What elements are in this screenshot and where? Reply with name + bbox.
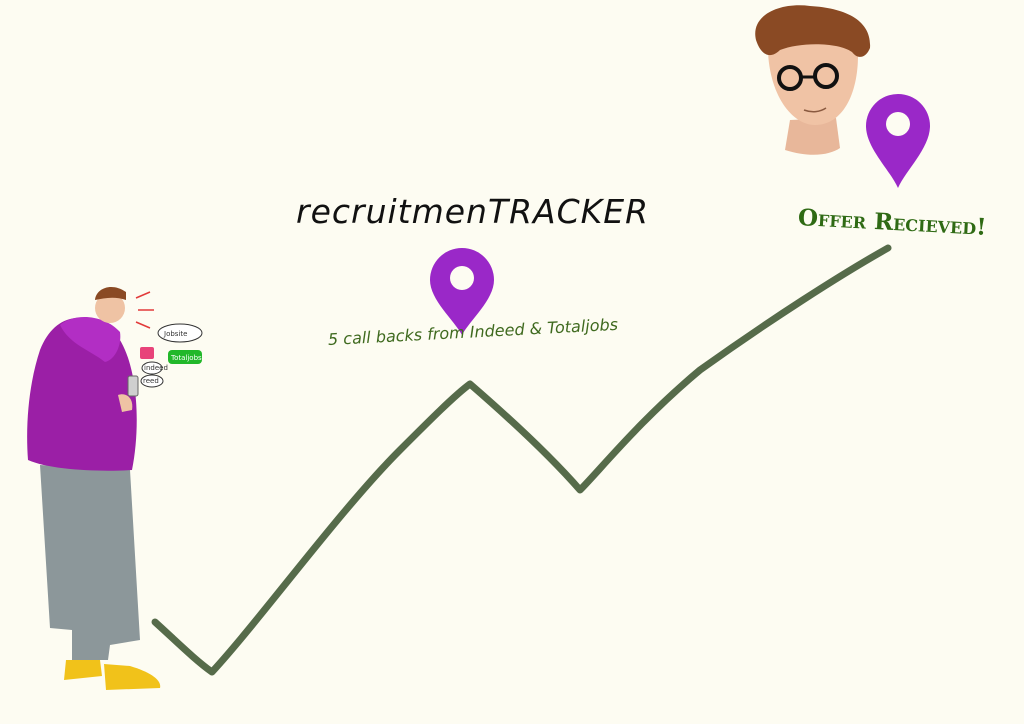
happy-face-icon xyxy=(755,5,871,155)
phone-bubbles: Jobsite indeed Totaljobs reed xyxy=(140,323,203,388)
bubble-indeed: indeed xyxy=(144,364,168,372)
map-pin-icon xyxy=(866,94,930,188)
app-title: recruitmenTRACKER xyxy=(296,192,650,231)
progress-path-line xyxy=(151,244,892,676)
bubble-reed: reed xyxy=(143,377,159,385)
map-pin-icon xyxy=(430,248,494,335)
bubble-totaljobs: Totaljobs xyxy=(170,354,202,362)
person-figure xyxy=(27,286,161,690)
bubble-jobsite: Jobsite xyxy=(163,330,187,338)
